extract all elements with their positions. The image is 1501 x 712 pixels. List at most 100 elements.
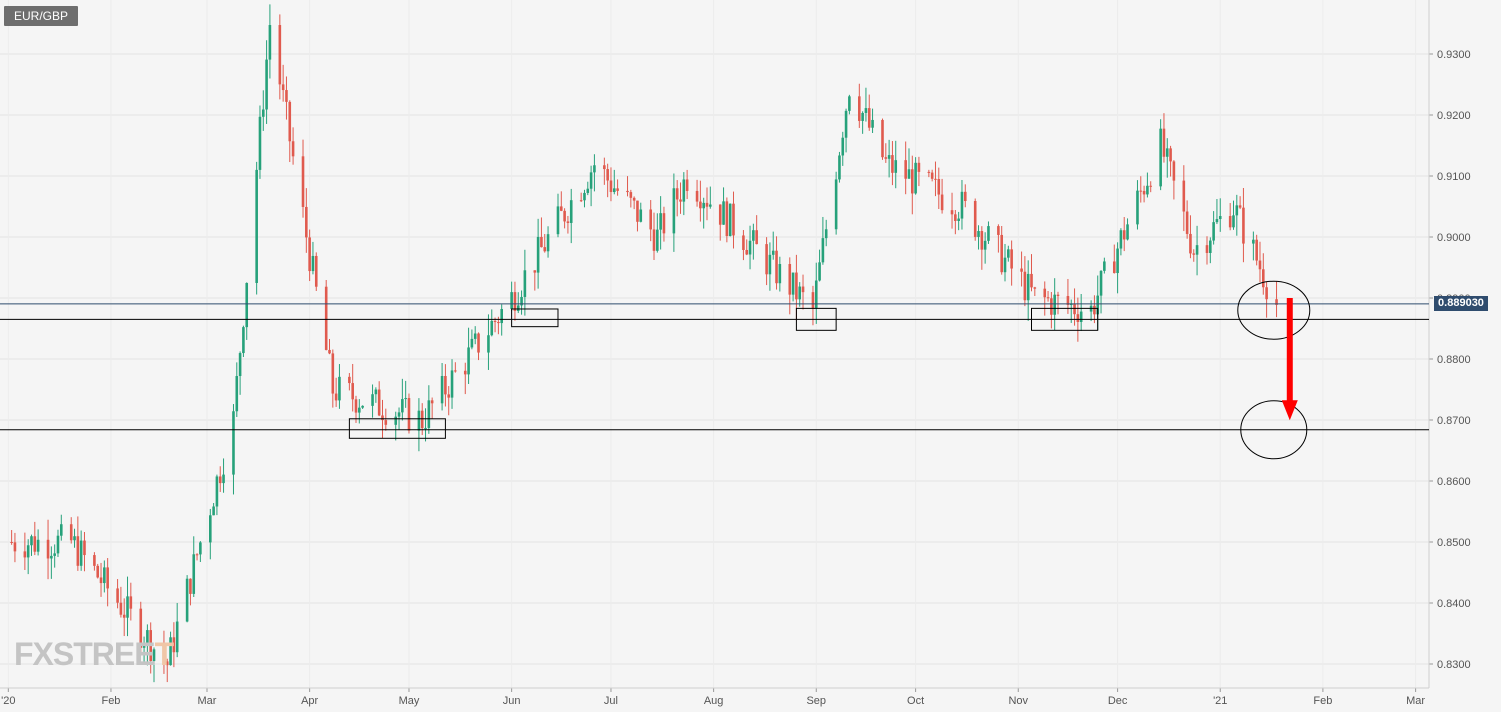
candle-body <box>1169 148 1172 162</box>
candle-body <box>487 335 490 353</box>
candle-body <box>745 249 749 255</box>
candle-down <box>149 622 152 674</box>
candle-down <box>46 519 50 580</box>
candle-down <box>116 579 119 609</box>
candle-body <box>520 296 523 306</box>
candle-down <box>695 179 699 207</box>
candle-up <box>593 154 596 192</box>
candle-body <box>765 244 768 275</box>
candle-body <box>987 226 990 241</box>
candle-body <box>215 476 219 507</box>
candle-down <box>13 532 17 563</box>
candle-down <box>1258 241 1262 283</box>
candle-down <box>1255 234 1258 266</box>
candle-body <box>222 474 225 484</box>
candle-up <box>1215 198 1219 225</box>
x-tick-label: Feb <box>101 695 120 707</box>
candle-body <box>695 190 699 202</box>
candle-up <box>983 232 987 264</box>
candle-up <box>152 647 156 683</box>
candle-down <box>963 184 967 208</box>
candle-down <box>629 189 633 208</box>
symbol-label: EUR/GBP <box>4 6 79 26</box>
candle-down <box>23 532 27 571</box>
candle-down <box>93 552 96 571</box>
candle-down <box>725 197 729 243</box>
candle-up <box>728 203 732 237</box>
candle-down <box>950 192 954 229</box>
candle-body <box>626 190 629 193</box>
y-tick-label: 0.9000 <box>1437 232 1471 244</box>
candle-down <box>122 598 126 637</box>
candle-body <box>338 376 341 401</box>
candle-up <box>199 541 202 563</box>
candle-up <box>1252 231 1255 261</box>
candle-up <box>73 528 76 548</box>
candle-body <box>1205 245 1209 253</box>
candle-body <box>632 197 636 201</box>
x-tick-label: Aug <box>704 695 724 707</box>
candle-down <box>675 180 679 217</box>
candle-up <box>871 108 874 134</box>
candle-up <box>245 282 249 340</box>
candle-body <box>1112 261 1116 274</box>
candle-body <box>493 320 497 322</box>
candle-body <box>199 542 202 555</box>
candle-body <box>79 540 83 566</box>
candle-up <box>212 502 215 516</box>
candle-up <box>371 384 374 418</box>
candle-body <box>1023 271 1027 301</box>
candle-up <box>358 399 361 424</box>
candle-body <box>907 169 911 179</box>
candle-body <box>381 415 384 421</box>
candle-up <box>583 189 586 208</box>
candle-down <box>1189 215 1192 259</box>
candle-body <box>232 411 235 475</box>
candle-body <box>417 410 421 431</box>
candle-body <box>927 171 931 173</box>
candle-up <box>192 536 196 598</box>
candle-up <box>907 148 911 179</box>
candle-body <box>977 231 980 237</box>
candle-down <box>881 118 884 160</box>
candle-body <box>636 200 639 222</box>
candle-body <box>775 250 778 284</box>
candle-body <box>218 476 222 484</box>
candle-body <box>1053 294 1056 315</box>
candle-up <box>612 169 616 195</box>
candle-down <box>96 563 100 579</box>
candle-down <box>858 83 861 128</box>
candle-body <box>374 389 378 395</box>
candle-down <box>1238 196 1242 210</box>
candle-body <box>305 206 308 238</box>
candle-body <box>1046 297 1050 299</box>
candle-down <box>1261 253 1265 295</box>
candle-body <box>569 200 573 223</box>
candle-down <box>917 156 921 187</box>
candle-up <box>586 181 590 196</box>
candle-down <box>195 553 199 561</box>
candle-up <box>1212 211 1215 245</box>
candle-body <box>934 178 937 180</box>
candle-body <box>954 214 957 221</box>
candle-body <box>444 375 447 395</box>
candle-body <box>1136 190 1139 225</box>
candle-body <box>818 262 821 281</box>
candle-down <box>513 281 517 321</box>
candle-body <box>742 235 745 250</box>
candle-body <box>917 162 921 172</box>
candle-down <box>867 94 871 131</box>
x-tick-label: Nov <box>1008 695 1028 707</box>
candle-body <box>609 180 613 193</box>
candle-up <box>394 411 398 441</box>
candle-down <box>172 622 176 668</box>
candle-body <box>702 202 705 209</box>
y-tick-label: 0.8800 <box>1437 354 1471 366</box>
candle-body <box>149 630 152 662</box>
candle-body <box>639 209 643 222</box>
candle-up <box>427 385 431 434</box>
candle-body <box>245 282 249 328</box>
candle-down <box>314 252 318 291</box>
